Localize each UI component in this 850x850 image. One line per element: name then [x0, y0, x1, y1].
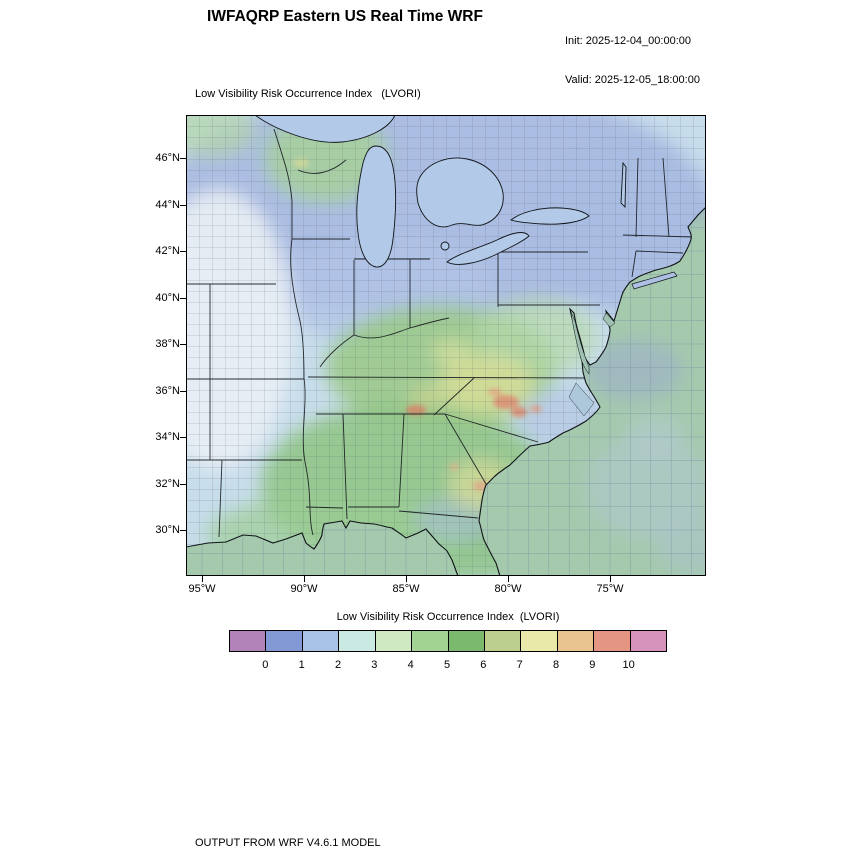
- colorbar-cell: [339, 631, 376, 651]
- colorbar-tick-label: 5: [443, 659, 451, 671]
- y-axis-tick-mark: [180, 530, 186, 531]
- map-canvas: [186, 115, 706, 576]
- x-axis-tick-mark: [202, 576, 203, 582]
- colorbar-cell: [266, 631, 303, 651]
- x-axis-tick-label: 75°W: [596, 583, 624, 595]
- map-panel: 46°N 44°N 42°N 40°N 38°N 36°N 34°N 32°N 30°N 95°W…: [155, 115, 706, 595]
- colorbar-cell: [630, 631, 667, 651]
- y-axis-tick-mark: [180, 390, 186, 392]
- y-axis-tick-label: 46°N: [155, 152, 180, 164]
- coastal-waters: [568, 271, 678, 417]
- y-axis-tick-mark: [180, 437, 186, 438]
- colorbar-cell: [594, 631, 631, 651]
- pamlico-sound: [568, 382, 595, 417]
- y-axis-tick-label: 42°N: [155, 245, 180, 257]
- colorbar-cell: [230, 631, 267, 651]
- init-time-label: Init: 2025-12-04_00:00:00: [565, 35, 691, 47]
- x-axis-tick-mark: [304, 576, 305, 582]
- y-axis-tick-mark: [180, 297, 186, 299]
- y-axis-tick-mark: [180, 204, 186, 206]
- coastline: [186, 115, 706, 576]
- lake-st-clair: [440, 241, 450, 251]
- page-title: IWFAQRP Eastern US Real Time WRF: [207, 8, 483, 25]
- colorbar-tick-label: 0: [262, 659, 269, 671]
- y-axis-tick-label: 30°N: [155, 524, 180, 536]
- colorbar-tick-label: 6: [480, 659, 487, 671]
- lake-champlain: [620, 161, 627, 209]
- y-axis-tick-mark: [180, 344, 186, 345]
- colorbar-tick-label: 10: [622, 659, 635, 671]
- colorbar-cell: [557, 631, 595, 651]
- colorbar-cell: [302, 631, 340, 651]
- run-info: Init: 2025-12-04_00:00:00 Valid: 2025-12…: [565, 9, 700, 113]
- x-axis-tick-label: 95°W: [188, 583, 216, 595]
- colorbar-cell: [412, 631, 449, 651]
- x-axis-tick-label: 85°W: [392, 583, 420, 595]
- colorbar-labels: 0 1 2 3 4 5 6 7 8 9 10: [229, 659, 667, 673]
- x-axis-tick-label: 90°W: [290, 583, 318, 595]
- y-axis-tick-mark: [180, 251, 186, 252]
- colorbar-tick-label: 2: [334, 659, 342, 671]
- chesapeake-bay: [570, 311, 590, 375]
- lake-huron: [416, 157, 504, 228]
- colorbar-cell: [375, 631, 413, 651]
- footer: OUTPUT FROM WRF V4.6.1 MODEL WE = 310 ; …: [195, 806, 628, 850]
- x-axis-tick-mark: [610, 576, 611, 582]
- colorbar-cell: [521, 631, 558, 651]
- map-border: [186, 115, 706, 576]
- colorbar-cell: [484, 631, 522, 651]
- y-axis-tick-label: 44°N: [155, 198, 180, 211]
- lake-erie: [446, 232, 530, 265]
- lake-ontario: [510, 207, 590, 225]
- y-axis-tick-label: 32°N: [155, 477, 180, 490]
- x-axis-tick-label: 80°W: [494, 583, 522, 595]
- state-boundaries: [186, 128, 693, 538]
- map-subtitle: Low Visibility Risk Occurrence Index (LV…: [195, 88, 421, 100]
- colorbar-tick-label: 7: [516, 659, 523, 671]
- colorbar-cell: [448, 631, 485, 651]
- colorbar-title: Low Visibility Risk Occurrence Index (LV…: [336, 611, 560, 623]
- colorbar: [229, 630, 667, 652]
- y-axis-tick-mark: [180, 483, 186, 485]
- footer-model-line: OUTPUT FROM WRF V4.6.1 MODEL: [195, 837, 381, 849]
- y-axis-tick-mark: [180, 158, 186, 159]
- y-axis-tick-label: 34°N: [155, 431, 180, 443]
- delaware-bay: [602, 312, 616, 328]
- lake-superior: [254, 115, 396, 143]
- colorbar-tick-label: 3: [371, 659, 378, 671]
- y-axis-tick-label: 36°N: [155, 384, 180, 397]
- colorbar-tick-label: 8: [552, 659, 560, 671]
- long-island: [631, 271, 678, 290]
- y-axis-tick-label: 38°N: [155, 338, 180, 350]
- x-axis-tick-mark: [508, 576, 509, 582]
- valid-time-label: Valid: 2025-12-05_18:00:00: [565, 74, 700, 86]
- colorbar-tick-label: 9: [589, 659, 596, 671]
- lake-michigan: [356, 145, 397, 268]
- y-axis-tick-label: 40°N: [155, 291, 180, 304]
- x-axis-tick-mark: [406, 576, 407, 582]
- colorbar-tick-label: 4: [407, 659, 414, 671]
- colorbar-tick-label: 1: [298, 659, 305, 671]
- great-lakes: [254, 115, 627, 268]
